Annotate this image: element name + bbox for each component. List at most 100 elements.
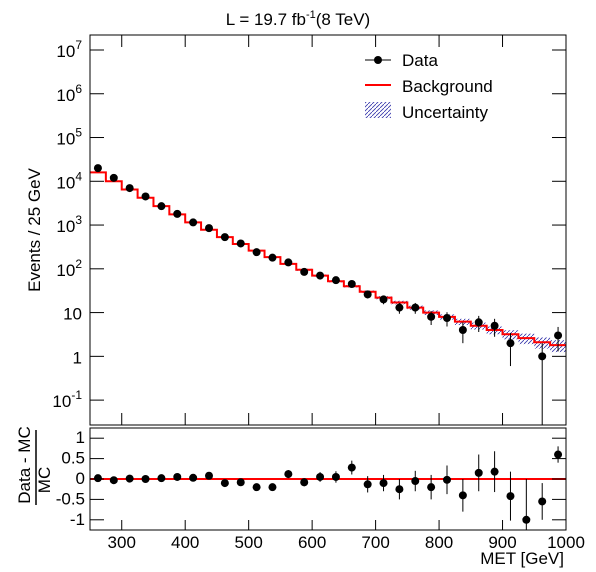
data-point bbox=[554, 450, 563, 459]
data-point bbox=[474, 468, 483, 477]
plot-area bbox=[90, 164, 566, 425]
x-tick-label: 700 bbox=[361, 533, 389, 552]
data-point bbox=[490, 467, 499, 476]
x-tick-label: 800 bbox=[425, 533, 453, 552]
y-tick-label: -0.5 bbox=[56, 489, 85, 508]
y-tick-label: 1 bbox=[76, 428, 85, 447]
data-point bbox=[109, 173, 118, 182]
data-point bbox=[220, 479, 229, 488]
legend-label: Background bbox=[402, 77, 493, 96]
data-point bbox=[443, 475, 451, 484]
y-tick-label: -1 bbox=[70, 510, 85, 529]
y-tick-label: 10 bbox=[63, 305, 82, 324]
y-tick-base: 10 bbox=[56, 130, 75, 149]
y-tick-base: 10 bbox=[56, 42, 75, 61]
data-point bbox=[395, 485, 404, 494]
data-point bbox=[395, 303, 404, 312]
y-axis-label: Events / 25 GeV bbox=[25, 167, 44, 291]
data-point bbox=[125, 184, 134, 193]
legend-marker bbox=[365, 102, 391, 118]
data-point bbox=[157, 474, 166, 483]
data-point bbox=[347, 463, 356, 472]
data-point bbox=[93, 474, 102, 483]
x-tick-label: 1000 bbox=[547, 533, 585, 552]
y-tick-base: 10 bbox=[56, 86, 75, 105]
data-point bbox=[141, 192, 150, 201]
data-point bbox=[506, 339, 515, 348]
data-point bbox=[284, 258, 293, 267]
y-tick-base: 10 bbox=[52, 392, 71, 411]
chart-title: L = 19.7 fb-1(8 TeV) bbox=[226, 9, 370, 29]
data-point bbox=[347, 279, 356, 288]
data-point bbox=[236, 239, 245, 248]
y-tick-label: 104 bbox=[56, 169, 82, 192]
data-point bbox=[379, 479, 388, 488]
data-point bbox=[189, 218, 198, 227]
y-tick-label: 0.5 bbox=[61, 449, 85, 468]
x-tick-label: 600 bbox=[298, 533, 326, 552]
data-point bbox=[189, 473, 198, 482]
data-point bbox=[252, 248, 261, 257]
data-point bbox=[236, 478, 245, 487]
data-point bbox=[490, 321, 499, 330]
background-line bbox=[90, 171, 566, 347]
legend-label: Uncertainty bbox=[402, 103, 488, 122]
data-point bbox=[300, 267, 309, 276]
data-point bbox=[284, 470, 293, 479]
data-point bbox=[268, 253, 277, 262]
y-tick-exp: 6 bbox=[75, 82, 82, 96]
data-point bbox=[554, 331, 563, 340]
y-tick-exp: 3 bbox=[75, 213, 82, 227]
data-point bbox=[157, 202, 166, 211]
ratio-label: Data - MC bbox=[15, 426, 34, 503]
x-tick-label: 900 bbox=[488, 533, 516, 552]
data-point bbox=[443, 314, 451, 323]
data-point bbox=[458, 325, 467, 334]
data-point bbox=[109, 476, 118, 485]
data-point bbox=[125, 474, 134, 483]
data-point bbox=[205, 224, 213, 233]
y-tick-exp: 4 bbox=[75, 169, 82, 183]
x-axis-label: MET [GeV] bbox=[480, 549, 564, 568]
y-tick-label: 10-1 bbox=[52, 388, 82, 411]
data-point bbox=[538, 352, 547, 361]
y-tick-exp: 2 bbox=[75, 257, 82, 271]
legend-marker bbox=[374, 56, 382, 64]
data-point bbox=[220, 233, 229, 242]
data-point bbox=[379, 295, 388, 304]
y-tick-exp: 7 bbox=[75, 38, 82, 52]
y-tick-label: 106 bbox=[56, 82, 82, 105]
data-point bbox=[506, 492, 515, 501]
y-tick-label: 103 bbox=[56, 213, 82, 236]
legend-label: Data bbox=[402, 51, 438, 70]
data-point bbox=[331, 276, 340, 285]
y-tick-base: 10 bbox=[56, 173, 75, 192]
data-point bbox=[268, 483, 277, 492]
y-tick-label: 107 bbox=[56, 38, 82, 61]
data-point bbox=[427, 483, 436, 492]
data-point bbox=[93, 164, 102, 173]
data-point bbox=[141, 475, 150, 483]
x-tick-label: 400 bbox=[171, 533, 199, 552]
data-point bbox=[458, 491, 467, 500]
data-point bbox=[316, 271, 325, 280]
data-point bbox=[474, 318, 483, 327]
y-tick-base: 10 bbox=[56, 217, 75, 236]
y-tick-label: 1 bbox=[73, 348, 82, 367]
y-tick-label: 102 bbox=[56, 257, 82, 280]
y-tick-base: 10 bbox=[56, 261, 75, 280]
data-point bbox=[363, 290, 372, 299]
data-point bbox=[173, 209, 182, 218]
y-tick-label: 0 bbox=[76, 469, 85, 488]
y-tick-exp: 5 bbox=[75, 126, 82, 140]
y-tick-exp: -1 bbox=[71, 388, 82, 402]
data-point bbox=[363, 480, 372, 489]
data-point bbox=[427, 312, 436, 321]
plot-area bbox=[90, 446, 566, 530]
frame bbox=[89, 34, 567, 426]
x-tick-label: 500 bbox=[234, 533, 262, 552]
ratio-label-den: MC bbox=[35, 467, 54, 493]
data-point bbox=[411, 303, 420, 312]
data-point bbox=[316, 472, 325, 481]
